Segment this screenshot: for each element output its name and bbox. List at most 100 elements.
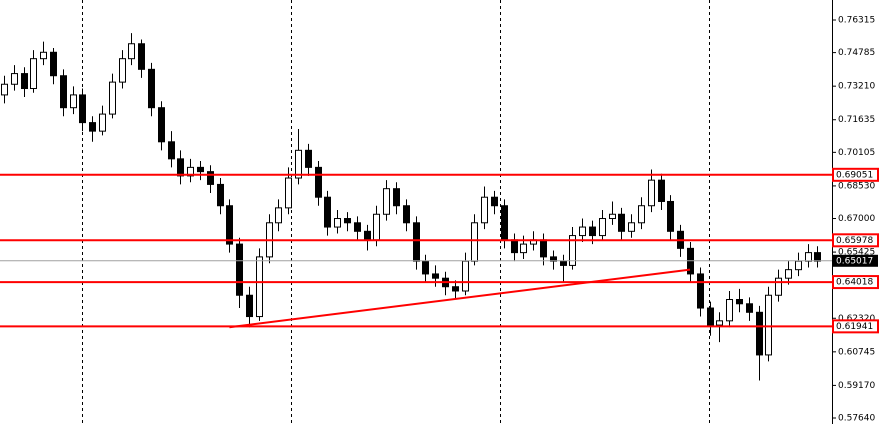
candle-body [726, 299, 733, 322]
candle-body [21, 73, 28, 90]
candle-body [716, 320, 723, 326]
candle-body [393, 188, 400, 207]
candle-body [403, 205, 410, 224]
candle-body [256, 256, 263, 318]
level-label: 0.61941 [836, 322, 873, 332]
candle-body [11, 73, 18, 85]
candle-body [60, 75, 67, 109]
y-tick-label: 0.65425 [838, 248, 875, 258]
y-tick-label: 0.59170 [838, 381, 875, 391]
y-tick-label: 0.68530 [838, 181, 875, 191]
candle-body [197, 166, 204, 173]
candle-body [148, 68, 155, 109]
level-box [832, 167, 879, 182]
last-price-label: 0.65017 [836, 256, 873, 266]
candle-body [70, 94, 77, 109]
candle-body [579, 226, 586, 237]
candle-body [599, 218, 606, 237]
candle-body [746, 303, 753, 313]
last-price-box [833, 254, 878, 267]
candle-body [315, 166, 322, 198]
candle-body [334, 218, 341, 228]
candle-body [236, 243, 243, 296]
candle-body [119, 58, 126, 83]
candle-body [560, 260, 567, 266]
level-box [832, 233, 879, 248]
candle-body [305, 149, 312, 168]
candle-body [187, 166, 194, 177]
candle-body [373, 213, 380, 241]
level-box [832, 275, 879, 290]
level-box [832, 319, 879, 334]
candle-body [432, 273, 439, 279]
candle-body [422, 260, 429, 275]
candle-body [413, 222, 420, 262]
level-label: 0.64018 [836, 278, 873, 288]
candle-body [246, 294, 253, 318]
candle-body [795, 260, 802, 271]
y-tick-label: 0.67000 [838, 214, 875, 224]
candle-body [128, 43, 135, 60]
candle-body [207, 171, 214, 185]
y-tick-label: 0.62320 [838, 314, 875, 324]
candle-body [275, 207, 282, 224]
y-tick-label: 0.71635 [838, 115, 875, 125]
candle-body [217, 183, 224, 207]
candle-body [658, 179, 665, 202]
candle-body [295, 149, 302, 179]
candle-body [805, 252, 812, 262]
candle-body [697, 273, 704, 309]
candle-body [452, 286, 459, 292]
candle-body [79, 94, 86, 124]
candle-body [707, 307, 714, 326]
vertical-grid [82, 0, 710, 424]
candle-body [177, 158, 184, 177]
y-tick-label: 0.57640 [838, 414, 875, 424]
candle-body [756, 311, 763, 356]
candle-body [471, 222, 478, 262]
candle-body [814, 252, 821, 262]
candle-body [383, 188, 390, 215]
candle-body [30, 58, 37, 90]
y-tick-label: 0.74785 [838, 48, 875, 58]
candle-body [491, 196, 498, 207]
candle-body [569, 235, 576, 266]
candle-body [628, 222, 635, 232]
candle-body [511, 239, 518, 254]
candle-body [324, 196, 331, 228]
candle-body [540, 239, 547, 258]
candle-body [501, 205, 508, 241]
candle-body [364, 230, 371, 241]
candle-body [638, 205, 645, 224]
candle-body [481, 196, 488, 224]
candle-body [354, 222, 361, 232]
candle-body [520, 243, 527, 254]
candle-body [138, 43, 145, 70]
candle-body [785, 269, 792, 279]
candle-body [89, 122, 96, 132]
level-label: 0.65978 [836, 236, 873, 246]
candle-body [667, 200, 674, 232]
candle-body [462, 260, 469, 292]
candle-body [109, 81, 116, 115]
candle-body [226, 205, 233, 245]
level-label: 0.69051 [836, 170, 873, 180]
y-tick-label: 0.60745 [838, 347, 875, 357]
candle-body [609, 213, 616, 220]
candle-body [765, 294, 772, 356]
candle-body [589, 226, 596, 237]
candle-body [618, 213, 625, 232]
y-tick-label: 0.70105 [838, 148, 875, 158]
candle-body [40, 51, 47, 60]
candle-body [168, 141, 175, 160]
candle-body [775, 277, 782, 296]
candle-body [648, 179, 655, 207]
candle-body [99, 113, 106, 132]
candle-body [50, 51, 57, 77]
candle-body [736, 299, 743, 305]
candle-body [158, 107, 165, 143]
y-tick-label: 0.73210 [838, 82, 875, 92]
candle-body [344, 218, 351, 224]
